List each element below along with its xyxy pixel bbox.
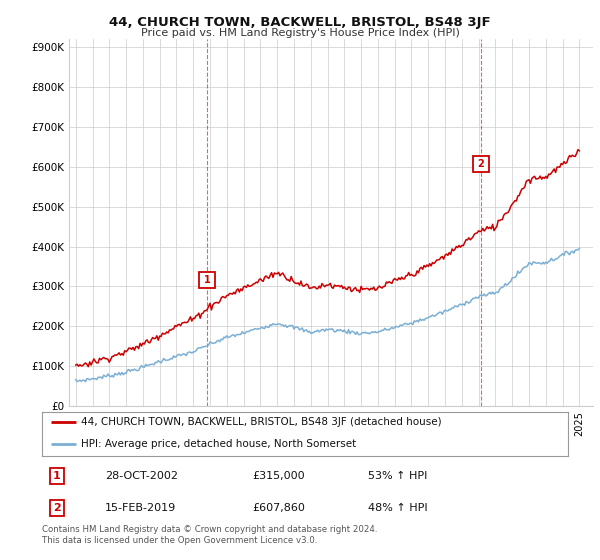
- Text: 2: 2: [53, 503, 61, 513]
- Text: 1: 1: [204, 276, 211, 286]
- Text: £315,000: £315,000: [252, 471, 305, 481]
- Text: Contains HM Land Registry data © Crown copyright and database right 2024.
This d: Contains HM Land Registry data © Crown c…: [42, 525, 377, 545]
- Text: HPI: Average price, detached house, North Somerset: HPI: Average price, detached house, Nort…: [82, 439, 356, 449]
- Text: Price paid vs. HM Land Registry's House Price Index (HPI): Price paid vs. HM Land Registry's House …: [140, 28, 460, 38]
- Text: £607,860: £607,860: [252, 503, 305, 513]
- Text: 15-FEB-2019: 15-FEB-2019: [105, 503, 176, 513]
- Text: 1: 1: [53, 471, 61, 481]
- Text: 44, CHURCH TOWN, BACKWELL, BRISTOL, BS48 3JF (detached house): 44, CHURCH TOWN, BACKWELL, BRISTOL, BS48…: [82, 417, 442, 427]
- Text: 2: 2: [477, 158, 484, 169]
- Text: 28-OCT-2002: 28-OCT-2002: [105, 471, 178, 481]
- Text: 53% ↑ HPI: 53% ↑ HPI: [368, 471, 427, 481]
- Text: 48% ↑ HPI: 48% ↑ HPI: [368, 503, 427, 513]
- Text: 44, CHURCH TOWN, BACKWELL, BRISTOL, BS48 3JF: 44, CHURCH TOWN, BACKWELL, BRISTOL, BS48…: [109, 16, 491, 29]
